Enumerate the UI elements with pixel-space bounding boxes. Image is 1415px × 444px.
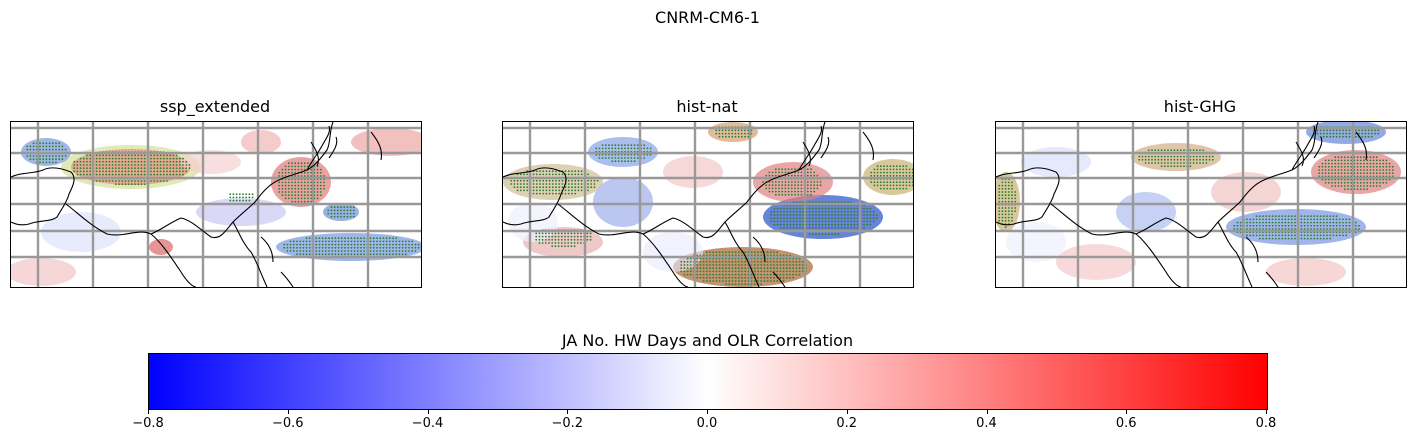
colorbar-tick-label: −0.2 [551, 416, 584, 431]
map-hist-ghg [995, 121, 1407, 288]
colorbar-tick [567, 409, 569, 414]
colorbar-tick [1126, 409, 1128, 414]
panel-title-ssp-extended: ssp_extended [159, 97, 271, 116]
colorbar-tick-label: 0.2 [836, 416, 858, 431]
panel-title-hist-nat: hist-nat [676, 97, 738, 116]
map-hist-nat [502, 121, 914, 288]
colorbar-tick-label: 0.4 [976, 416, 997, 431]
colorbar-tick-label: 0.6 [1115, 416, 1137, 431]
colorbar-tick [287, 409, 289, 414]
colorbar [148, 353, 1268, 410]
colorbar-tick-label: 0.0 [696, 416, 718, 431]
figure-title: CNRM-CM6-1 [655, 8, 760, 27]
colorbar-tick [986, 409, 988, 414]
colorbar-tick-label: −0.8 [132, 416, 164, 431]
panel-title-hist-ghg: hist-GHG [1163, 97, 1237, 116]
colorbar-tick [148, 409, 149, 414]
colorbar-tick [427, 409, 429, 414]
colorbar-tick-label: −0.6 [271, 416, 304, 431]
colorbar-label: JA No. HW Days and OLR Correlation [561, 331, 854, 350]
colorbar-tick-label: −0.4 [411, 416, 444, 431]
colorbar-tick [846, 409, 848, 414]
map-ssp-extended [10, 121, 422, 288]
colorbar-tick [1266, 409, 1267, 414]
colorbar-tick-label: 0.8 [1255, 416, 1277, 431]
colorbar-tick [707, 409, 708, 414]
